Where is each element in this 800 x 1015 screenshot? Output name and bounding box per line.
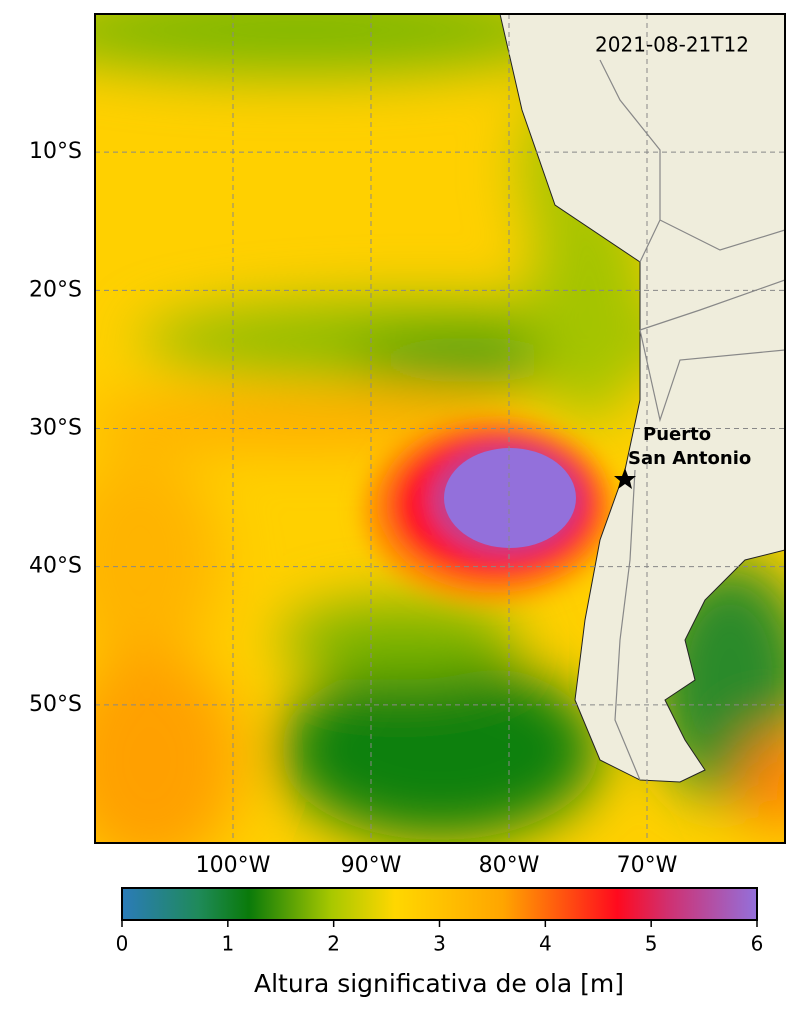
y-tick-label: 40°S [29, 554, 82, 579]
graticule [95, 14, 785, 843]
y-tick-label: 50°S [29, 692, 82, 717]
colorbar-tick-label: 1 [221, 932, 234, 956]
colorbar-label: Altura significativa de ola [m] [254, 969, 624, 998]
map-frame [94, 13, 786, 844]
colorbar-tick-label: 4 [539, 932, 552, 956]
location-marker [614, 468, 636, 489]
colorbar-tick-label: 5 [645, 932, 658, 956]
wave-field [95, 14, 785, 843]
location-label: San Antonio [628, 448, 751, 469]
colorbar-tick-label: 3 [433, 932, 446, 956]
timestamp: 2021-08-21T12 [595, 33, 749, 57]
x-tick-label: 100°W [196, 853, 271, 878]
y-tick-label: 20°S [29, 277, 82, 302]
colorbar-tick-label: 0 [116, 932, 129, 956]
x-tick-label: 80°W [479, 853, 540, 878]
colorbar-tick-label: 2 [327, 932, 340, 956]
colorbar [121, 887, 758, 921]
location-label: Puerto [643, 424, 711, 445]
y-tick-label: 10°S [29, 139, 82, 164]
y-tick-label: 30°S [29, 416, 82, 441]
borders [599, 59, 785, 781]
colorbar-tick-label: 6 [751, 932, 764, 956]
x-tick-label: 90°W [341, 853, 402, 878]
x-tick-label: 70°W [617, 853, 678, 878]
